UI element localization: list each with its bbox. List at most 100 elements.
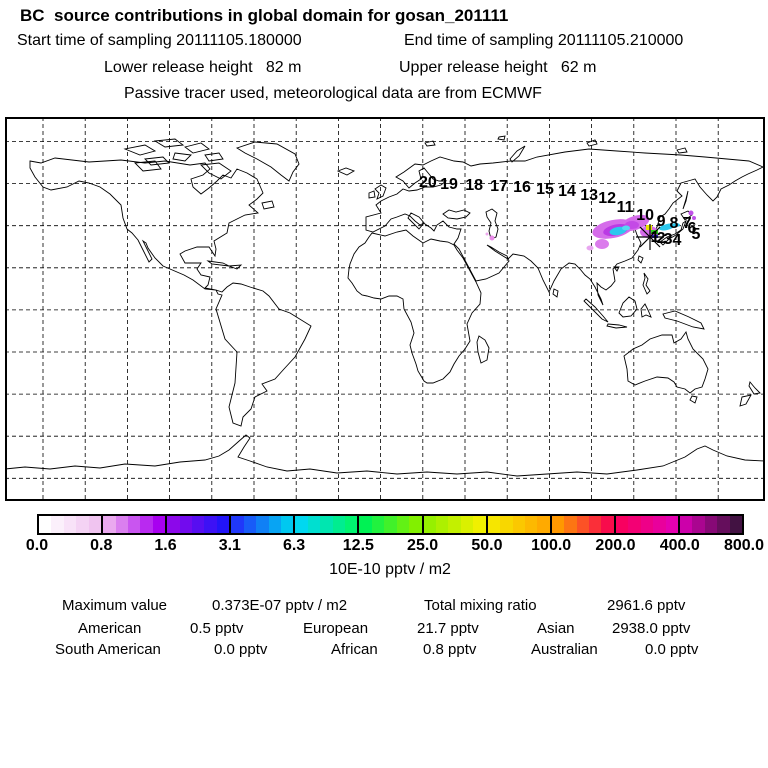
coastline-indonesia: [583, 296, 705, 330]
colorbar-cell: [729, 516, 743, 533]
trajectory-day-label: 11: [617, 199, 634, 216]
colorbar-tick-label: 3.1: [218, 537, 241, 554]
trajectory-day-label: 6: [688, 220, 697, 237]
receptor-star-icon: [636, 224, 664, 250]
trajectory-day-label: 7: [683, 215, 692, 232]
colorbar-segment: [293, 516, 358, 533]
colorbar-cell: [51, 516, 64, 533]
trajectory-day-label: 5: [692, 226, 701, 243]
colorbar-cell: [640, 516, 654, 533]
colorbar-cell: [371, 516, 385, 533]
map-frame: [5, 117, 765, 501]
region-name-australian: Australian: [531, 641, 598, 658]
colorbar-cell: [601, 516, 614, 533]
colorbar-cell: [231, 516, 244, 533]
colorbar-cell: [576, 516, 590, 533]
colorbar-cell: [448, 516, 461, 533]
colorbar-cell: [524, 516, 538, 533]
coastline-greenland: [235, 141, 300, 182]
colorbar-segment: [357, 516, 422, 533]
colorbar-ticks: 0.0 0.8 1.6 3.1 6.3 12.5 25.0 50.0 100.0 200.0 400…: [0, 537, 768, 555]
colorbar-cell: [717, 516, 730, 533]
colorbar-cell: [487, 516, 501, 533]
end-time-label: End time of sampling 20111105.210000: [404, 32, 684, 49]
colorbar-cell: [307, 516, 321, 533]
coastline-antarctica: [5, 434, 765, 477]
region-value-european: 21.7 pptv: [417, 620, 479, 637]
region-value-australian: 0.0 pptv: [645, 641, 699, 658]
colorbar-cell: [396, 516, 410, 533]
trajectory-day-label: 9: [657, 213, 666, 230]
colorbar-segment: [549, 516, 614, 533]
colorbar-cell: [167, 516, 180, 533]
colorbar-cell: [127, 516, 141, 533]
colorbar-cell: [268, 516, 281, 533]
coastline-britain-ireland: [368, 184, 387, 200]
colorbar-cell: [551, 516, 565, 533]
trajectory-day-label: 2: [657, 230, 666, 247]
colorbar-tick-label: 1.6: [154, 537, 177, 554]
region-name-american: American: [78, 620, 142, 637]
upper-release-label: Upper release height 62 m: [399, 59, 597, 76]
colorbar-tick-label: 200.0: [595, 537, 636, 554]
colorbar-tick-label: 0.8: [90, 537, 113, 554]
max-value: 0.373E-07 pptv / m2: [212, 597, 348, 614]
colorbar-cell: [192, 516, 205, 533]
colorbar-cell: [589, 516, 602, 533]
coastline-black-sea: [442, 209, 471, 220]
colorbar-segment: [613, 516, 678, 533]
region-name-south-american: South American: [55, 641, 161, 658]
colorbar-cell: [564, 516, 577, 533]
colorbar-cell: [88, 516, 102, 533]
trajectory-day-label: 16: [513, 179, 531, 196]
trajectory-day-label: 10: [636, 207, 654, 224]
start-time-label: Start time of sampling 20111105.180000: [17, 32, 302, 49]
trajectory-day-label: 20: [419, 174, 437, 191]
trajectory-day-label: 13: [580, 187, 598, 204]
colorbar-cell: [140, 516, 153, 533]
colorbar-segment: [485, 516, 550, 533]
colorbar-cell: [423, 516, 436, 533]
coastline-australia: [623, 330, 709, 404]
colorbar-tick-label: 0.0: [25, 537, 49, 554]
coastline-africa: [347, 229, 482, 384]
region-value-american: 0.5 pptv: [190, 620, 244, 637]
region-value-african: 0.8 pptv: [423, 641, 477, 658]
colorbar-tick-label: 12.5: [342, 537, 374, 554]
trajectory-day-label: 3: [664, 231, 673, 248]
colorbar-tick-label: 6.3: [282, 537, 306, 554]
colorbar-unit-label: 10E-10 pptv / m2: [329, 561, 451, 578]
colorbar-cell: [115, 516, 128, 533]
colorbar-cell: [332, 516, 346, 533]
coastlines: [5, 135, 765, 477]
colorbar-cell: [500, 516, 513, 533]
region-name-african: African: [331, 641, 378, 658]
colorbar-tick-label: 800.0: [723, 537, 765, 554]
colorbar-segment: [101, 516, 166, 533]
trajectory-day-label: 19: [440, 176, 458, 193]
colorbar-cell: [63, 516, 77, 533]
region-value-south-american: 0.0 pptv: [214, 641, 268, 658]
colorbar-cell: [39, 516, 52, 533]
coastline-americas: [29, 157, 312, 427]
colorbar-cell: [320, 516, 333, 533]
colorbar-cell: [384, 516, 397, 533]
region-name-european: European: [303, 620, 369, 637]
colorbar-cell: [512, 516, 525, 533]
colorbar-cell: [409, 516, 422, 533]
trajectory-day-label: 1: [651, 229, 660, 246]
region-value-asian: 2938.0 pptv: [612, 620, 691, 637]
max-value-label: Maximum value: [62, 597, 168, 614]
colorbar-cell: [665, 516, 678, 533]
trajectory-day-label: 15: [536, 181, 554, 198]
colorbar-bar: [37, 514, 744, 535]
page-title: BC source contributions in global domain…: [20, 6, 509, 25]
colorbar-cell: [460, 516, 474, 533]
colorbar-cell: [537, 516, 550, 533]
colorbar-cell: [103, 516, 116, 533]
colorbar-cell: [295, 516, 308, 533]
colorbar-cell: [179, 516, 193, 533]
